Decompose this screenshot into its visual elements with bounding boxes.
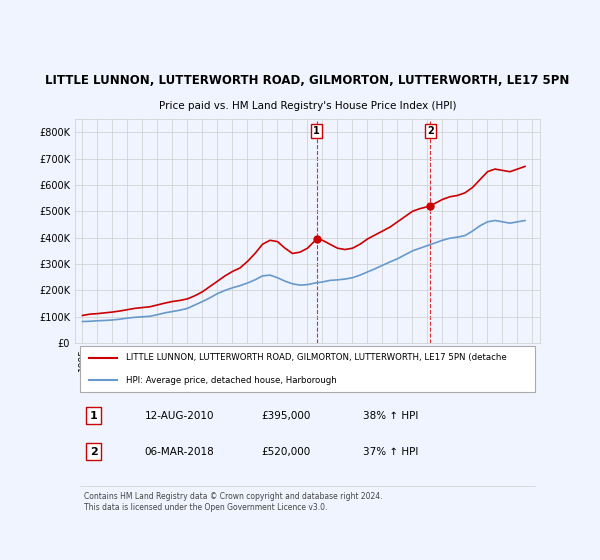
Text: £520,000: £520,000 bbox=[261, 447, 310, 457]
Text: 12-AUG-2010: 12-AUG-2010 bbox=[145, 410, 214, 421]
Text: 2: 2 bbox=[427, 125, 434, 136]
Text: 2: 2 bbox=[90, 447, 97, 457]
Text: LITTLE LUNNON, LUTTERWORTH ROAD, GILMORTON, LUTTERWORTH, LE17 5PN: LITTLE LUNNON, LUTTERWORTH ROAD, GILMORT… bbox=[46, 73, 569, 87]
Text: 1: 1 bbox=[313, 125, 320, 136]
Text: 06-MAR-2018: 06-MAR-2018 bbox=[145, 447, 215, 457]
Text: HPI: Average price, detached house, Harborough: HPI: Average price, detached house, Harb… bbox=[126, 376, 337, 385]
Text: 38% ↑ HPI: 38% ↑ HPI bbox=[364, 410, 419, 421]
Text: Price paid vs. HM Land Registry's House Price Index (HPI): Price paid vs. HM Land Registry's House … bbox=[159, 101, 456, 111]
FancyBboxPatch shape bbox=[80, 346, 535, 393]
Text: LITTLE LUNNON, LUTTERWORTH ROAD, GILMORTON, LUTTERWORTH, LE17 5PN (detache: LITTLE LUNNON, LUTTERWORTH ROAD, GILMORT… bbox=[126, 353, 507, 362]
Text: 37% ↑ HPI: 37% ↑ HPI bbox=[364, 447, 419, 457]
Text: 1: 1 bbox=[90, 410, 97, 421]
Text: Contains HM Land Registry data © Crown copyright and database right 2024.
This d: Contains HM Land Registry data © Crown c… bbox=[84, 492, 383, 512]
Text: £395,000: £395,000 bbox=[261, 410, 310, 421]
